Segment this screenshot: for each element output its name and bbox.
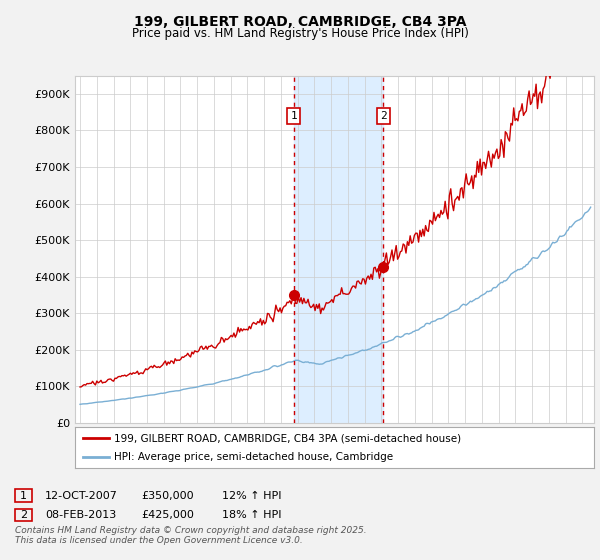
Text: Contains HM Land Registry data © Crown copyright and database right 2025.
This d: Contains HM Land Registry data © Crown c… [15,526,367,545]
Text: 2: 2 [20,510,27,520]
Text: 199, GILBERT ROAD, CAMBRIDGE, CB4 3PA: 199, GILBERT ROAD, CAMBRIDGE, CB4 3PA [134,15,466,29]
Text: 1: 1 [290,111,298,121]
Text: 08-FEB-2013: 08-FEB-2013 [45,510,116,520]
Text: 1: 1 [20,491,27,501]
Text: Price paid vs. HM Land Registry's House Price Index (HPI): Price paid vs. HM Land Registry's House … [131,27,469,40]
Text: 2: 2 [380,111,386,121]
Bar [294,76,383,423]
Text: 18% ↑ HPI: 18% ↑ HPI [222,510,281,520]
Text: 199, GILBERT ROAD, CAMBRIDGE, CB4 3PA (semi-detached house): 199, GILBERT ROAD, CAMBRIDGE, CB4 3PA (s… [114,433,461,443]
Text: £425,000: £425,000 [141,510,194,520]
Text: HPI: Average price, semi-detached house, Cambridge: HPI: Average price, semi-detached house,… [114,452,393,461]
Text: £350,000: £350,000 [141,491,194,501]
Text: 12% ↑ HPI: 12% ↑ HPI [222,491,281,501]
Text: 12-OCT-2007: 12-OCT-2007 [45,491,118,501]
